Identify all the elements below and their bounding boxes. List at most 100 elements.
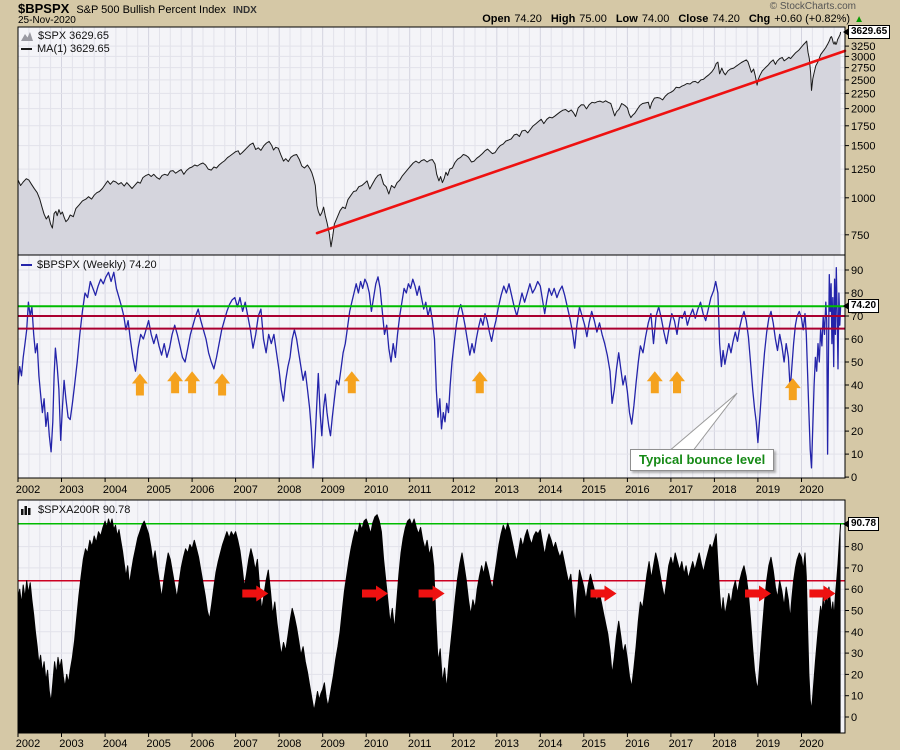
$SPX-line bbox=[17, 31, 842, 248]
y-axis: 0 10 20 30 40 50 60 70 80 bbox=[845, 542, 863, 724]
y-tick-label: 20 bbox=[851, 669, 863, 681]
y-tick-label: 1250 bbox=[851, 164, 875, 176]
ohlc-close-label: Close bbox=[678, 13, 709, 25]
ticker-symbol: $BPSPX bbox=[18, 1, 70, 16]
x-tick-label: 2009 bbox=[320, 738, 344, 750]
spxa200r-legend: $SPXA200R 90.78 bbox=[21, 503, 130, 516]
spxa200r-panel: 0 10 20 30 40 50 60 70 80 bbox=[17, 499, 863, 734]
orange-up-arrow-icon bbox=[184, 371, 201, 394]
bpspx-panel: 0 10 20 30 40 50 60 70 80 90 bbox=[17, 254, 863, 484]
orange-up-arrow-icon bbox=[471, 371, 488, 394]
x-tick-label: 2005 bbox=[146, 484, 170, 496]
bpspx-last-price-label: 74.20 bbox=[842, 299, 880, 313]
y-tick-label: 2750 bbox=[851, 63, 875, 75]
line-series-icon bbox=[21, 263, 32, 266]
x-tick-label: 2014 bbox=[538, 738, 562, 750]
y-tick-label: 40 bbox=[851, 380, 863, 392]
ma-line-icon bbox=[21, 47, 32, 50]
y-tick-label: 0 bbox=[851, 712, 857, 724]
orange-up-arrow-icon bbox=[214, 373, 231, 396]
y-tick-label: 1750 bbox=[851, 121, 875, 133]
y-tick-label: 80 bbox=[851, 542, 863, 554]
y-tick-label: 1500 bbox=[851, 141, 875, 153]
ohlc-close-value: 74.20 bbox=[712, 13, 740, 25]
orange-up-arrow-icon bbox=[646, 371, 663, 394]
bpspx-legend-row: $BPSPX (Weekly) 74.20 bbox=[21, 258, 157, 271]
$SPXA200R-line bbox=[17, 514, 842, 712]
x-tick-label: 2016 bbox=[625, 738, 649, 750]
red-right-arrow-icon bbox=[242, 585, 269, 602]
plot-border bbox=[17, 254, 846, 479]
x-tick-label: 2012 bbox=[451, 484, 475, 496]
y-axis: 750 1000 1250 1500 1750 2000 22502500275030003… bbox=[845, 41, 875, 242]
ohlc-high-label: High bbox=[550, 13, 576, 25]
x-tick-label: 2013 bbox=[495, 738, 519, 750]
y-tick-label: 30 bbox=[851, 648, 863, 660]
ma-legend-row: MA(1) 3629.65 bbox=[21, 42, 110, 55]
x-tick-label: 2002 bbox=[16, 484, 40, 496]
y-tick-label: 3000 bbox=[851, 51, 875, 63]
x-tick-label: 2007 bbox=[233, 738, 257, 750]
orange-up-arrow-icon bbox=[167, 371, 184, 394]
ohlc-chg-label: Chg bbox=[748, 13, 771, 25]
x-tick-label: 2017 bbox=[669, 484, 693, 496]
ohlc-chg-value: +0.60 (+0.82%) bbox=[774, 13, 851, 25]
x-tick-label: 2005 bbox=[146, 738, 170, 750]
ticker-exchange: INDX bbox=[232, 5, 257, 16]
x-axis-2: 2002 2003 2004 2005 2006 2007 2008 2009 2010 2011… bbox=[16, 733, 824, 750]
red-right-arrow-icon bbox=[418, 585, 445, 602]
y-tick-label: 80 bbox=[851, 288, 863, 300]
y-tick-label: 40 bbox=[851, 627, 863, 639]
spxa200r-legend-label: $SPXA200R 90.78 bbox=[38, 503, 131, 516]
x-tick-label: 2012 bbox=[451, 738, 475, 750]
x-tick-label: 2010 bbox=[364, 484, 388, 496]
x-tick-label: 2009 bbox=[320, 484, 344, 496]
y-tick-label: 70 bbox=[851, 311, 863, 323]
x-tick-label: 2015 bbox=[582, 484, 606, 496]
area-series-icon bbox=[21, 31, 33, 41]
y-tick-label: 10 bbox=[851, 691, 863, 703]
y-tick-label: 70 bbox=[851, 563, 863, 575]
y-tick-label: 2250 bbox=[851, 88, 875, 100]
y-tick-label: 2500 bbox=[851, 75, 875, 87]
y-tick-label: 30 bbox=[851, 403, 863, 415]
y-tick-label: 0 bbox=[851, 472, 857, 484]
chart-date: 25-Nov-2020 bbox=[18, 15, 76, 26]
red-right-arrow-icon bbox=[362, 585, 388, 602]
x-tick-label: 2002 bbox=[16, 738, 40, 750]
y-tick-label: 90 bbox=[851, 265, 863, 277]
x-tick-label: 2008 bbox=[277, 484, 301, 496]
spx-legend-label: $SPX 3629.65 bbox=[38, 29, 109, 42]
spx-panel: 750 1000 1250 1500 1750 2000 22502500275030003… bbox=[17, 26, 875, 256]
ohlc-row: Open 74.20 High 75.00 Low 74.00 Close 74.20 Chg +… bbox=[473, 13, 864, 25]
x-tick-label: 2003 bbox=[59, 484, 83, 496]
y-tick-label: 750 bbox=[851, 230, 869, 242]
x-tick-label: 2007 bbox=[233, 484, 257, 496]
ohlc-high-value: 75.00 bbox=[579, 13, 607, 25]
y-tick-label: 50 bbox=[851, 606, 863, 618]
x-tick-label: 2003 bbox=[59, 738, 83, 750]
$BPSPX-line bbox=[17, 267, 842, 469]
spxa200r-last-price-label: 90.78 bbox=[842, 517, 880, 531]
x-axis-1: 2002 2003 2004 2005 2006 2007 2008 2009 2010 2011… bbox=[16, 478, 824, 496]
y-tick-label: 20 bbox=[851, 426, 863, 438]
spx-last-price-label: 3629.65 bbox=[842, 25, 891, 39]
x-tick-label: 2013 bbox=[495, 484, 519, 496]
$SPXA200R-area bbox=[18, 514, 841, 733]
x-tick-label: 2018 bbox=[712, 738, 736, 750]
orange-up-arrow-icon bbox=[131, 373, 148, 396]
$SPX-area bbox=[18, 31, 841, 256]
x-tick-label: 2011 bbox=[408, 738, 432, 750]
histogram-series-icon bbox=[21, 505, 31, 515]
red-right-arrow-icon bbox=[809, 585, 836, 602]
change-up-arrow-icon: ▲ bbox=[854, 14, 864, 25]
y-tick-label: 1000 bbox=[851, 193, 875, 205]
plot-border bbox=[17, 499, 846, 734]
x-tick-label: 2008 bbox=[277, 738, 301, 750]
spx-legend: $SPX 3629.65 MA(1) 3629.65 bbox=[21, 29, 110, 55]
x-tick-label: 2020 bbox=[799, 738, 823, 750]
y-axis: 0 10 20 30 40 50 60 70 80 90 bbox=[845, 265, 863, 484]
y-tick-label: 2000 bbox=[851, 104, 875, 116]
